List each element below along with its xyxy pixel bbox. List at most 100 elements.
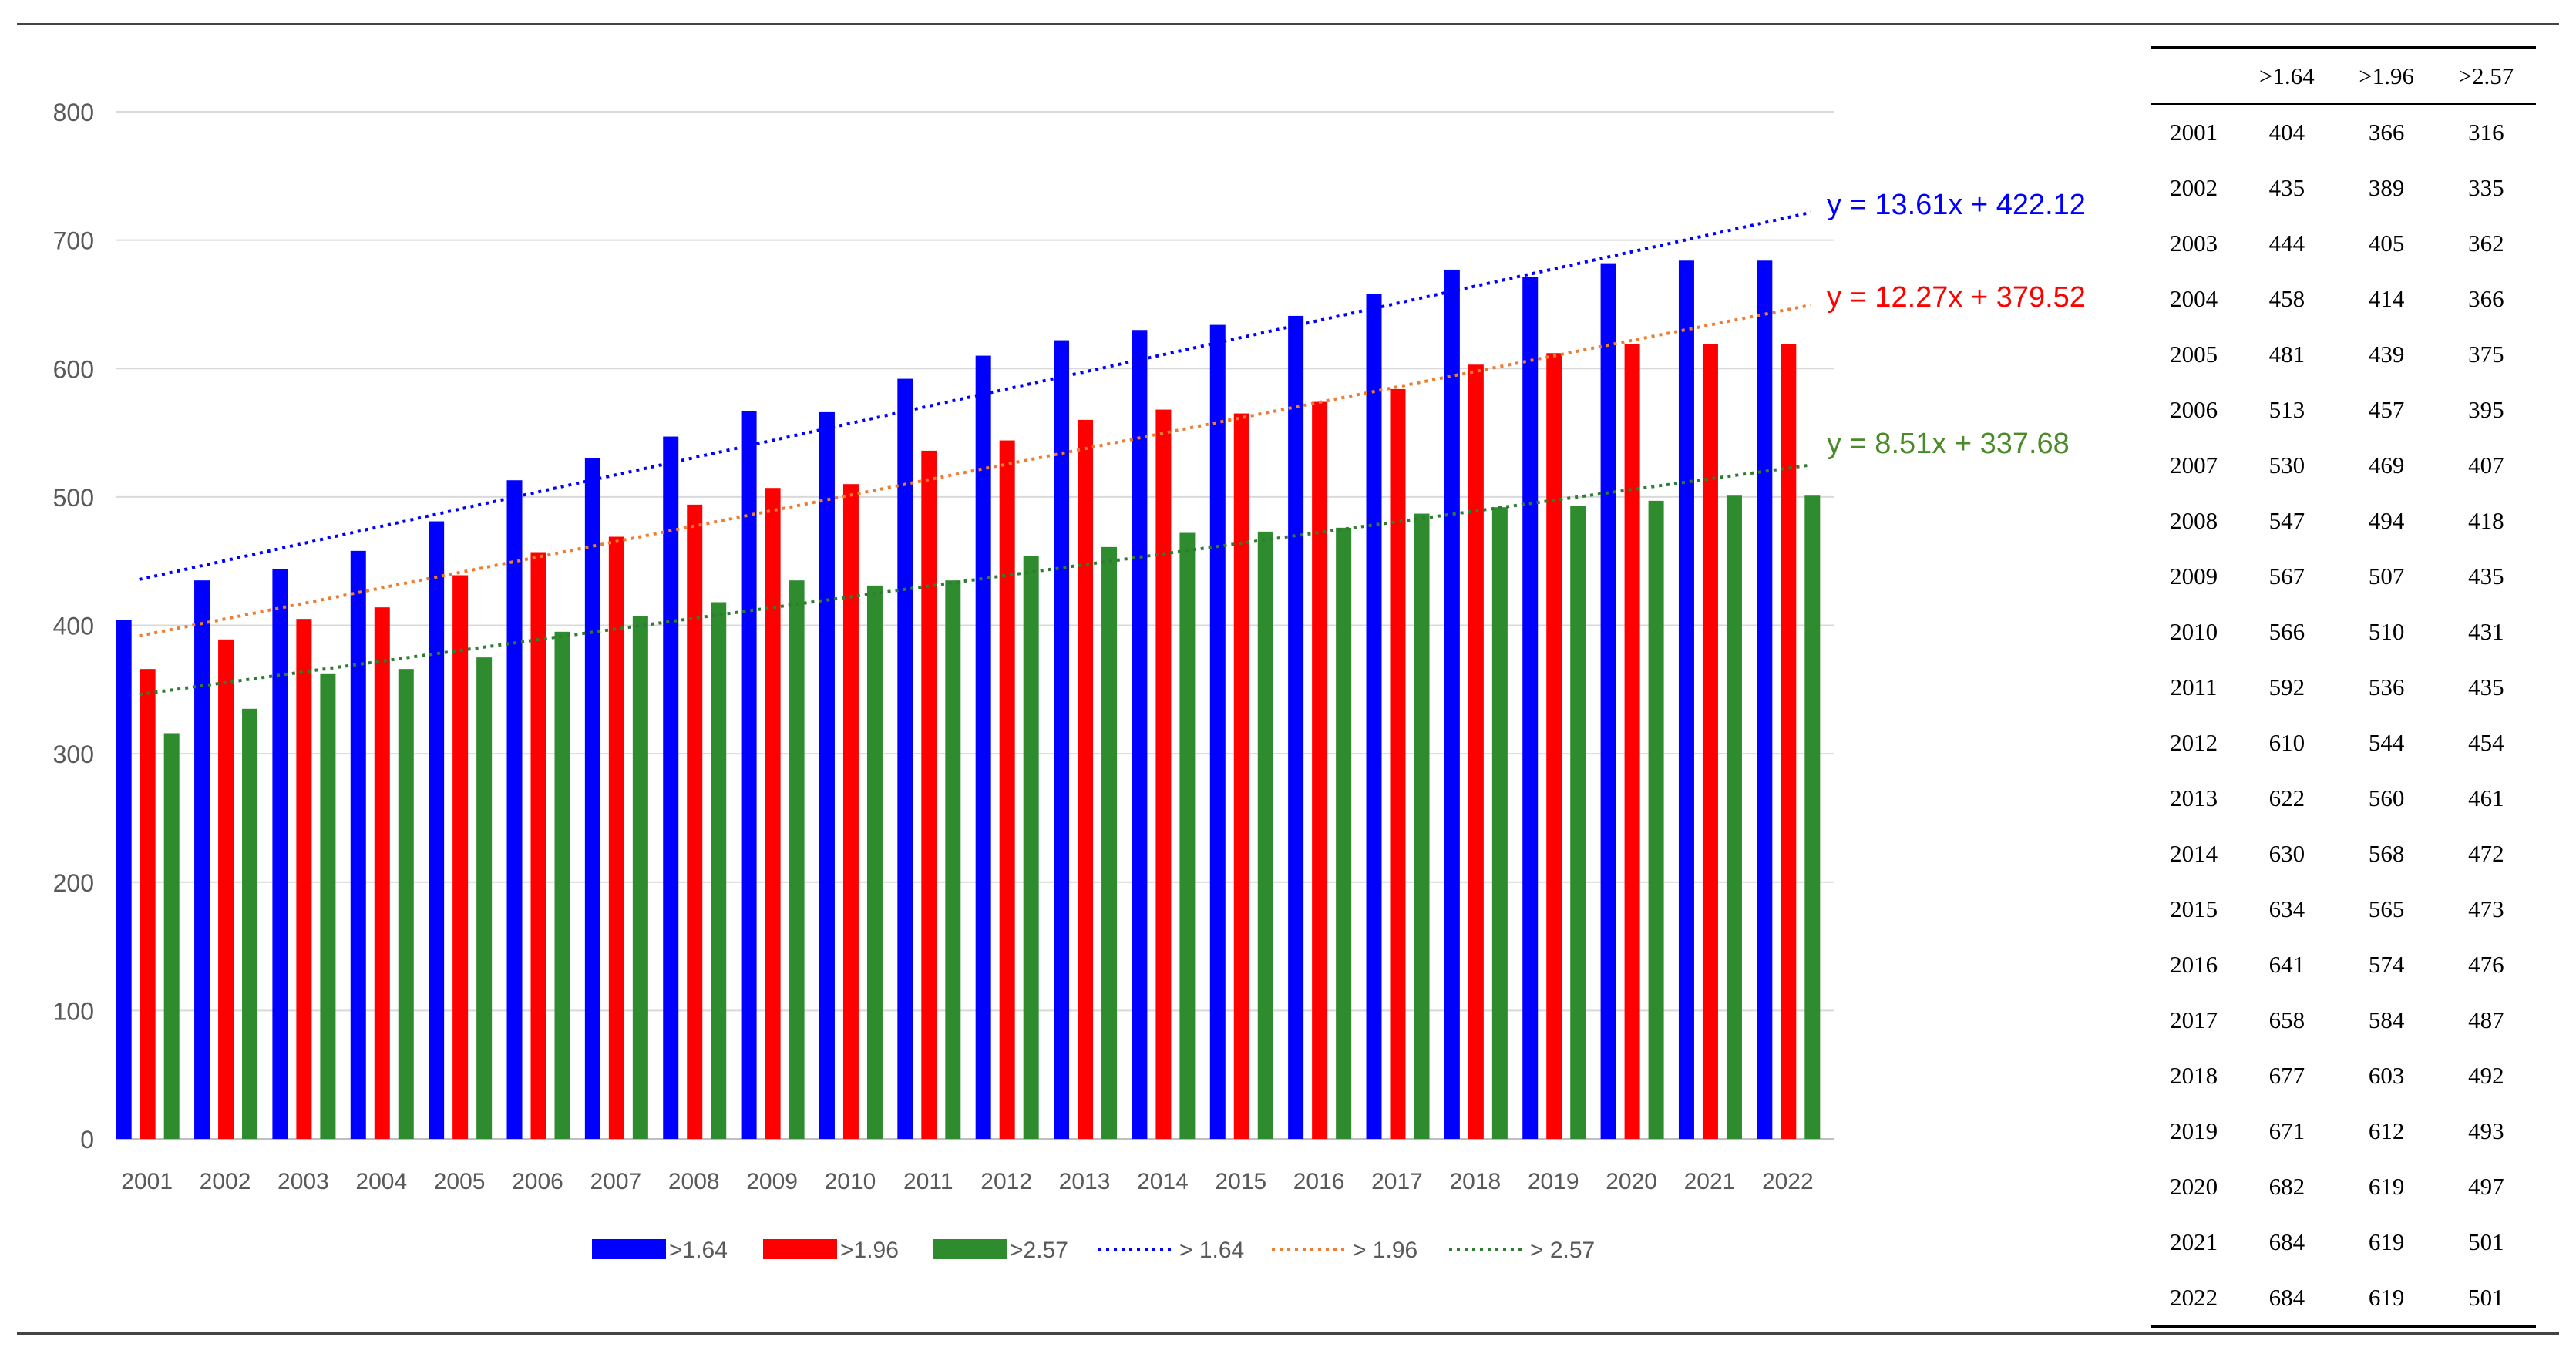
bar <box>1678 260 1694 1139</box>
x-tick-label: 2019 <box>1528 1169 1579 1194</box>
table-body: 2001 404 366 316 2002 435 389 335 2003 444 405 362 2… <box>2151 104 2536 1328</box>
table-cell: 316 <box>2468 119 2504 146</box>
table-row: 2021 684 619 501 <box>2151 1214 2536 1270</box>
table-cell: 435 <box>2468 563 2504 589</box>
bar <box>711 602 727 1139</box>
bar <box>1101 546 1118 1139</box>
x-tick-label: 2015 <box>1215 1169 1266 1194</box>
table-row: 2003 444 405 362 <box>2151 216 2536 271</box>
bar <box>1414 513 1430 1139</box>
table-header-cell: >2.57 <box>2436 46 2536 105</box>
table-cell: 476 <box>2468 951 2504 978</box>
figure-frame <box>17 23 2559 1335</box>
table-cell: 2003 <box>2170 230 2218 257</box>
data-table: >1.64 >1.96 >2.57 2001 404 366 316 2002 435 389 3… <box>2151 46 2536 1328</box>
x-tick-label: 2006 <box>512 1169 563 1194</box>
table-cell: 610 <box>2268 729 2305 756</box>
table-cell: 2021 <box>2170 1228 2218 1255</box>
y-tick-label: 400 <box>53 613 94 640</box>
table-cell: 431 <box>2468 618 2504 645</box>
x-tick-label: 2004 <box>355 1169 407 1194</box>
y-tick-label: 700 <box>53 227 94 255</box>
legend-swatch <box>763 1239 837 1259</box>
table-cell: 492 <box>2468 1062 2504 1089</box>
x-tick-label: 2007 <box>590 1169 641 1194</box>
x-tick-label: 2017 <box>1371 1169 1423 1194</box>
table-cell: 547 <box>2268 507 2305 534</box>
y-tick-label: 100 <box>53 997 94 1025</box>
table-row: 2007 530 469 407 <box>2151 438 2536 493</box>
table-cell: 2013 <box>2170 784 2218 811</box>
table-cell: 622 <box>2268 784 2305 811</box>
bar <box>1132 330 1148 1140</box>
legend-label: >2.57 <box>1010 1238 1068 1263</box>
table-cell: 501 <box>2436 1270 2536 1328</box>
table-cell: 634 <box>2268 895 2305 922</box>
table-cell: 395 <box>2468 396 2504 423</box>
table-cell: 530 <box>2268 452 2305 479</box>
table-cell: 684 <box>2268 1228 2305 1255</box>
bar <box>1491 507 1508 1139</box>
legend-label: > 2.57 <box>1530 1238 1595 1263</box>
x-tick-label: 2011 <box>903 1169 953 1194</box>
bar <box>1336 527 1352 1139</box>
legend-swatch <box>933 1239 1007 1259</box>
x-tick-label: 2010 <box>825 1169 876 1194</box>
table-cell: 2017 <box>2170 1006 2218 1033</box>
bar <box>452 575 469 1139</box>
table-cell: 544 <box>2368 729 2405 756</box>
bar <box>320 673 336 1139</box>
table-row: 2017 658 584 487 <box>2151 993 2536 1048</box>
table-cell: 362 <box>2468 230 2504 257</box>
table-cell: 658 <box>2268 1006 2305 1033</box>
table-cell: 603 <box>2368 1062 2405 1089</box>
y-tick-label: 200 <box>53 869 94 897</box>
table-cell: 2006 <box>2170 396 2218 423</box>
bar <box>1648 500 1664 1139</box>
table-cell: 568 <box>2368 840 2405 867</box>
table-cell: 2019 <box>2170 1117 2218 1144</box>
table-cell: 335 <box>2468 174 2504 201</box>
table-row: 2009 567 507 435 <box>2151 549 2536 604</box>
bar <box>194 580 210 1139</box>
bar <box>1600 263 1616 1140</box>
bar <box>374 607 390 1139</box>
table-cell: 2001 <box>2170 119 2218 146</box>
bar <box>1288 315 1304 1140</box>
x-axis: 2001 2002 2003 2004 2005 2006 2007 2008 2009 2010… <box>121 1169 1813 1194</box>
bar <box>506 480 523 1139</box>
x-tick-label: 2008 <box>668 1169 720 1194</box>
x-tick-label: 2002 <box>200 1169 251 1194</box>
table-cell: 473 <box>2468 895 2504 922</box>
table-cell: 493 <box>2468 1117 2504 1144</box>
table-cell: 612 <box>2368 1117 2405 1144</box>
table-row: 2001 404 366 316 <box>2151 104 2536 160</box>
table-cell: 487 <box>2468 1006 2504 1033</box>
bar <box>1209 324 1226 1139</box>
table-row: 2010 566 510 431 <box>2151 604 2536 660</box>
table-row: 2006 513 457 395 <box>2151 382 2536 438</box>
bar <box>1312 401 1328 1139</box>
table-cell: 389 <box>2368 174 2405 201</box>
table-cell: 454 <box>2468 729 2504 756</box>
bar <box>530 552 546 1139</box>
bars <box>116 260 1821 1140</box>
bar <box>1233 413 1249 1139</box>
bar <box>296 619 312 1139</box>
y-tick-label: 800 <box>53 99 94 126</box>
table-cell: 418 <box>2468 507 2504 534</box>
table-cell: 630 <box>2268 840 2305 867</box>
table-cell: 497 <box>2468 1173 2504 1200</box>
bar <box>765 488 781 1139</box>
x-tick-label: 2021 <box>1684 1169 1736 1194</box>
table-cell: 458 <box>2268 285 2305 312</box>
bar <box>999 440 1015 1139</box>
table-cell: 366 <box>2468 285 2504 312</box>
bar <box>1726 495 1742 1139</box>
table-cell: 567 <box>2268 563 2305 589</box>
table-cell: 2020 <box>2170 1173 2218 1200</box>
x-tick-label: 2003 <box>277 1169 329 1194</box>
table-cell: 619 <box>2368 1173 2405 1200</box>
y-tick-label: 500 <box>53 484 94 512</box>
bar <box>1546 353 1562 1139</box>
